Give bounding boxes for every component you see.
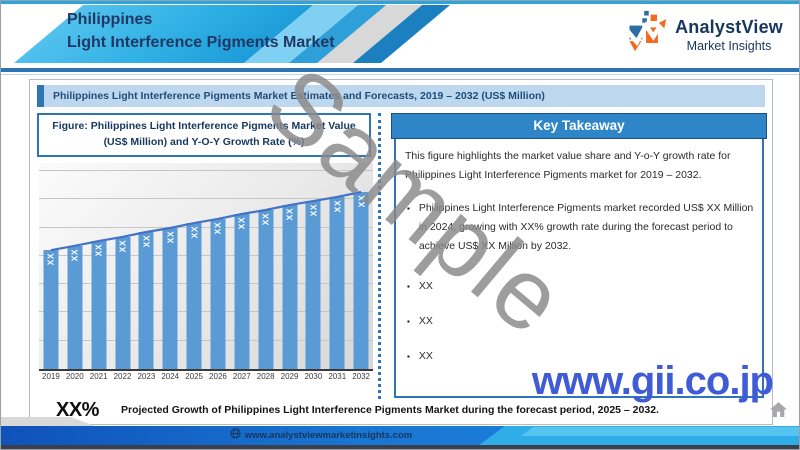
- header-divider-thin: [1, 74, 799, 75]
- figure-caption: Figure: Philippines Light Interference P…: [37, 113, 371, 157]
- bullet-square-icon: ▪: [407, 282, 410, 292]
- bar-slot: XX: [182, 163, 206, 369]
- home-icon[interactable]: [770, 402, 787, 422]
- bar-slot: XX: [63, 163, 87, 369]
- bar-2019: XX: [43, 250, 59, 369]
- x-tick-2027: 2027: [232, 372, 251, 381]
- header-divider-thick: [1, 68, 799, 72]
- bar-2029: XX: [282, 205, 298, 369]
- bar-2021: XX: [91, 241, 107, 369]
- panel-divider-dotted: [378, 113, 381, 399]
- kt-bullet-text: XX: [418, 350, 433, 363]
- x-tick-2023: 2023: [137, 372, 156, 381]
- footer-website[interactable]: www.analystviewmarketinsights.com: [171, 428, 471, 442]
- bar-2023: XX: [138, 231, 154, 369]
- logo-text: AnalystView Market Insights: [675, 17, 783, 53]
- kt-bullet-text: XX: [418, 315, 433, 328]
- gridline: [39, 283, 373, 285]
- kt-bullet-item: ▪ Philippines Light Interference Pigments…: [407, 199, 755, 256]
- analystview-logo: AnalystView Market Insights: [624, 10, 783, 59]
- bar-slot: XX: [87, 163, 111, 369]
- x-tick-2021: 2021: [89, 372, 108, 381]
- growth-stat-text: Projected Growth of Philippines Light In…: [121, 404, 659, 416]
- x-tick-2022: 2022: [113, 372, 132, 381]
- chart-bars: XX XX XX XX XX XX XX XX XX XX XX XX XX XX: [39, 163, 373, 369]
- globe-icon: [230, 428, 241, 442]
- bar-2025: XX: [186, 223, 202, 369]
- x-tick-2028: 2028: [256, 372, 275, 381]
- x-tick-2026: 2026: [209, 372, 227, 381]
- bar-2030: XX: [305, 201, 321, 369]
- gridline: [39, 226, 373, 228]
- top-border-strip: [1, 1, 799, 4]
- gridline: [39, 311, 373, 313]
- gridline: [39, 198, 373, 200]
- x-tick-2024: 2024: [161, 372, 180, 381]
- bar-slot: XX: [158, 163, 182, 369]
- report-title-line2: Light Interference Pigments Market: [67, 34, 335, 52]
- key-takeaway-body: This figure highlights the market value …: [405, 147, 755, 382]
- bullet-square-icon: ▪: [407, 352, 410, 362]
- bar-slot: XX: [206, 163, 230, 369]
- bar-slot: XX: [301, 163, 325, 369]
- growth-trend-line: [50, 190, 362, 252]
- kt-bullet-item: ▪ XX: [407, 347, 755, 366]
- report-title: Philippines Light Interference Pigments …: [67, 8, 335, 54]
- bar-2031: XX: [329, 196, 345, 369]
- key-takeaway-panel: Key Takeaway This figure highlights the …: [391, 113, 767, 398]
- report-title-line1: Philippines: [67, 11, 153, 28]
- x-tick-2030: 2030: [304, 372, 323, 381]
- x-tick-2032: 2032: [352, 372, 370, 381]
- kt-bullet-text: Philippines Light Interference Pigments …: [418, 201, 754, 252]
- bullet-square-icon: ▪: [407, 317, 410, 327]
- bar-2024: XX: [162, 228, 178, 369]
- figure-caption-line2: (US$ Million) and Y-O-Y Growth Rate (%): [103, 136, 305, 148]
- kt-bullet-item: ▪ XX: [407, 312, 755, 331]
- x-tick-2025: 2025: [185, 372, 203, 381]
- gridline: [39, 170, 373, 171]
- kt-bullet-item: ▪ XX: [407, 277, 755, 296]
- bar-2027: XX: [234, 213, 250, 369]
- key-takeaway-intro: This figure highlights the market value …: [405, 150, 731, 181]
- logo-name: AnalystView: [675, 16, 783, 37]
- figure-caption-line1: Figure: Philippines Light Interference P…: [52, 120, 356, 133]
- kt-bullet-text: XX: [418, 280, 433, 293]
- bar-slot: XX: [111, 163, 135, 369]
- x-tick-2029: 2029: [280, 372, 299, 381]
- bar-slot: XX: [278, 163, 302, 369]
- x-tick-2020: 2020: [65, 372, 84, 381]
- footer-url[interactable]: www.analystviewmarketinsights.com: [244, 429, 413, 441]
- gridline: [39, 339, 373, 341]
- kt-bullet-list: ▪ Philippines Light Interference Pigments…: [405, 199, 755, 367]
- section-title-text: Philippines Light Interference Pigments …: [44, 85, 765, 107]
- bar-2028: XX: [258, 210, 274, 369]
- bar-chart-logo-icon: [624, 10, 668, 59]
- bar-2032: XX: [353, 192, 369, 369]
- bar-slot: XX: [134, 163, 158, 369]
- key-takeaway-title: Key Takeaway: [391, 113, 767, 139]
- logo-tagline: Market Insights: [686, 38, 772, 53]
- content-frame: [29, 79, 773, 425]
- footer-bottom-strip: [1, 445, 799, 449]
- growth-stat-value: XX%: [56, 399, 99, 421]
- bar-slot: XX: [39, 163, 63, 369]
- bullet-square-icon: ▪: [407, 203, 410, 213]
- bar-2020: XX: [67, 245, 83, 369]
- x-tick-2019: 2019: [42, 372, 60, 381]
- gridline: [39, 254, 373, 256]
- bar-slot: XX: [230, 163, 254, 369]
- footer-lighter-trapezoid: [521, 427, 799, 436]
- section-title-accent: [37, 85, 44, 107]
- chart-x-axis-labels: 2019 2020 2021 2022 2023 2024 2025 2026 2027 2028…: [39, 372, 373, 381]
- chart-plot: XX XX XX XX XX XX XX XX XX XX XX XX XX XX: [39, 163, 373, 371]
- bar-slot: XX: [349, 163, 373, 369]
- bar-2026: XX: [210, 218, 226, 369]
- bar-slot: XX: [325, 163, 349, 369]
- bar-2022: XX: [115, 236, 130, 369]
- bar-slot: XX: [254, 163, 278, 369]
- section-title-bar: Philippines Light Interference Pigments …: [37, 85, 765, 107]
- x-tick-2031: 2031: [328, 372, 347, 381]
